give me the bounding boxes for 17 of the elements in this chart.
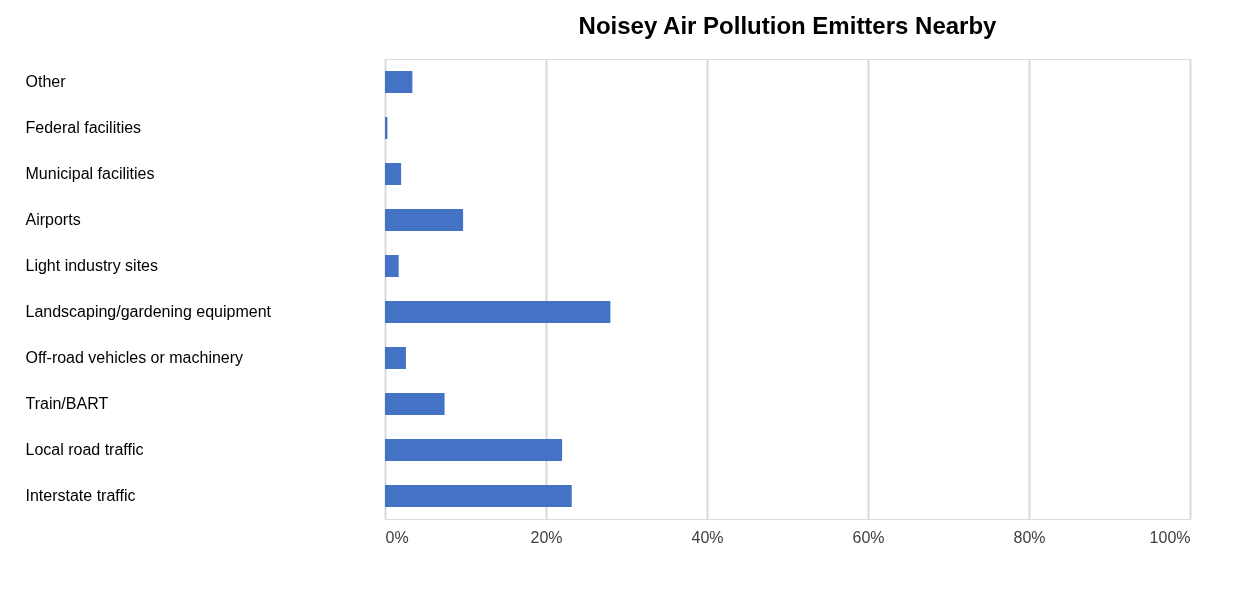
y-tick-label: Municipal facilities [25, 165, 155, 182]
y-tick-label: Interstate traffic [25, 487, 136, 504]
x-tick-label: 100% [1149, 528, 1191, 546]
x-tick-label: 60% [852, 528, 885, 546]
x-tick-label: 0% [385, 528, 409, 546]
y-tick-label: Landscaping/gardening equipment [25, 303, 272, 320]
y-tick-label: Other [25, 73, 67, 90]
y-tick-label: Light industry sites [25, 257, 159, 274]
x-tick-label: 20% [530, 528, 563, 546]
chart-title: Noisey Air Pollution Emitters Nearby [578, 12, 998, 39]
y-tick-label: Off-road vehicles or machinery [25, 349, 244, 366]
x-tick-label: 80% [1013, 528, 1046, 546]
y-tick-label: Train/BART [25, 395, 109, 412]
x-tick-label: 40% [691, 528, 724, 546]
y-tick-label: Federal facilities [25, 119, 142, 136]
y-tick-label: Local road traffic [25, 441, 144, 458]
y-tick-label: Airports [25, 211, 81, 228]
